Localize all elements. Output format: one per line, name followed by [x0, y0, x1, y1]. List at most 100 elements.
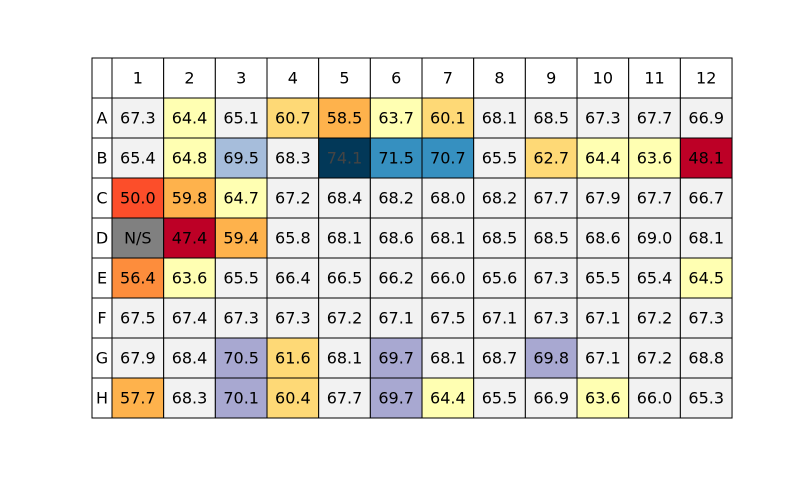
well-value: 68.7 [482, 349, 518, 368]
well-value: 67.2 [327, 309, 363, 328]
well-cell [421, 297, 475, 339]
well-cell [214, 97, 268, 139]
well-cell [524, 137, 578, 179]
well-value: 56.4 [120, 269, 156, 288]
well-cell [628, 177, 681, 219]
well-value: 63.6 [172, 269, 208, 288]
well-value: 65.1 [223, 109, 259, 128]
column-header-cell [163, 57, 216, 99]
well-value: 69.5 [223, 149, 259, 168]
row-header-label: G [96, 349, 108, 368]
well-value: 65.4 [637, 269, 673, 288]
well-cell [266, 377, 320, 419]
well-value: 67.5 [430, 309, 466, 328]
column-header-cell [369, 57, 423, 99]
row-header-label: B [97, 149, 108, 168]
well-value: 70.5 [223, 349, 259, 368]
well-value: 66.5 [327, 269, 363, 288]
well-value: 67.2 [275, 189, 311, 208]
well-value: 68.4 [327, 189, 363, 208]
well-value: 67.9 [585, 189, 621, 208]
well-cell [524, 297, 578, 339]
column-header-label: 5 [339, 69, 349, 88]
well-value: 66.9 [688, 109, 724, 128]
well-cell [163, 257, 216, 299]
well-cell [628, 337, 681, 379]
well-value: 68.8 [688, 349, 724, 368]
well-cell [576, 217, 630, 259]
well-value: 67.3 [533, 309, 569, 328]
well-value: 65.8 [275, 229, 311, 248]
column-header-cell [679, 57, 733, 99]
column-header-label: 12 [696, 69, 716, 88]
column-header-label: 8 [494, 69, 504, 88]
row-header-label: F [97, 309, 106, 328]
well-value: 70.7 [430, 149, 466, 168]
well-cell [679, 97, 733, 139]
well-cell [266, 297, 320, 339]
well-value: 59.4 [223, 229, 259, 248]
well-cell [473, 137, 526, 179]
corner-cell [91, 57, 113, 99]
well-cell [524, 97, 578, 139]
well-value: 64.4 [172, 109, 208, 128]
well-value: 67.3 [585, 109, 621, 128]
well-cell [111, 257, 165, 299]
well-value: 66.0 [430, 269, 466, 288]
well-cell [369, 137, 423, 179]
column-header-label: 11 [644, 69, 664, 88]
well-value: 67.3 [275, 309, 311, 328]
well-cell [524, 377, 578, 419]
well-value: 67.2 [637, 349, 673, 368]
well-value: 68.2 [482, 189, 518, 208]
well-cell [576, 97, 630, 139]
well-value: 67.5 [120, 309, 156, 328]
well-cell [421, 337, 475, 379]
well-cell [628, 297, 681, 339]
well-value: 69.0 [637, 229, 673, 248]
row-header-label: D [96, 229, 108, 248]
column-header-label: 6 [391, 69, 401, 88]
well-value: 67.1 [482, 309, 518, 328]
column-header-cell [111, 57, 165, 99]
well-value: 68.6 [378, 229, 414, 248]
well-cell [266, 257, 320, 299]
well-cell [473, 297, 526, 339]
well-value: 68.1 [482, 109, 518, 128]
well-value: 58.5 [327, 109, 363, 128]
well-value: 68.2 [378, 189, 414, 208]
well-cell [628, 137, 681, 179]
well-value: 60.4 [275, 389, 311, 408]
well-value: 67.1 [378, 309, 414, 328]
well-cell [628, 97, 681, 139]
well-value: 68.4 [172, 349, 208, 368]
well-value: 65.5 [223, 269, 259, 288]
well-value: 65.4 [120, 149, 156, 168]
well-value: 67.3 [120, 109, 156, 128]
well-cell [421, 97, 475, 139]
well-cell [111, 97, 165, 139]
row-header-label: E [97, 269, 107, 288]
row-header-label: A [97, 109, 108, 128]
well-cell [576, 377, 630, 419]
well-value: 63.6 [585, 389, 621, 408]
column-header-label: 10 [593, 69, 613, 88]
well-value: 63.6 [637, 149, 673, 168]
column-header-label: 9 [546, 69, 556, 88]
well-value: 64.4 [585, 149, 621, 168]
well-value: 68.5 [533, 109, 569, 128]
well-value: 64.4 [430, 389, 466, 408]
well-cell [318, 297, 371, 339]
well-value: 67.7 [637, 109, 673, 128]
well-value: 68.5 [482, 229, 518, 248]
well-cell [576, 177, 630, 219]
well-cell [214, 257, 268, 299]
well-value: 69.7 [378, 349, 414, 368]
well-cell [214, 217, 268, 259]
well-cell [318, 97, 371, 139]
well-value: 66.2 [378, 269, 414, 288]
well-value: 68.1 [430, 229, 466, 248]
well-cell [214, 337, 268, 379]
well-value: 64.8 [172, 149, 208, 168]
well-cell [421, 137, 475, 179]
